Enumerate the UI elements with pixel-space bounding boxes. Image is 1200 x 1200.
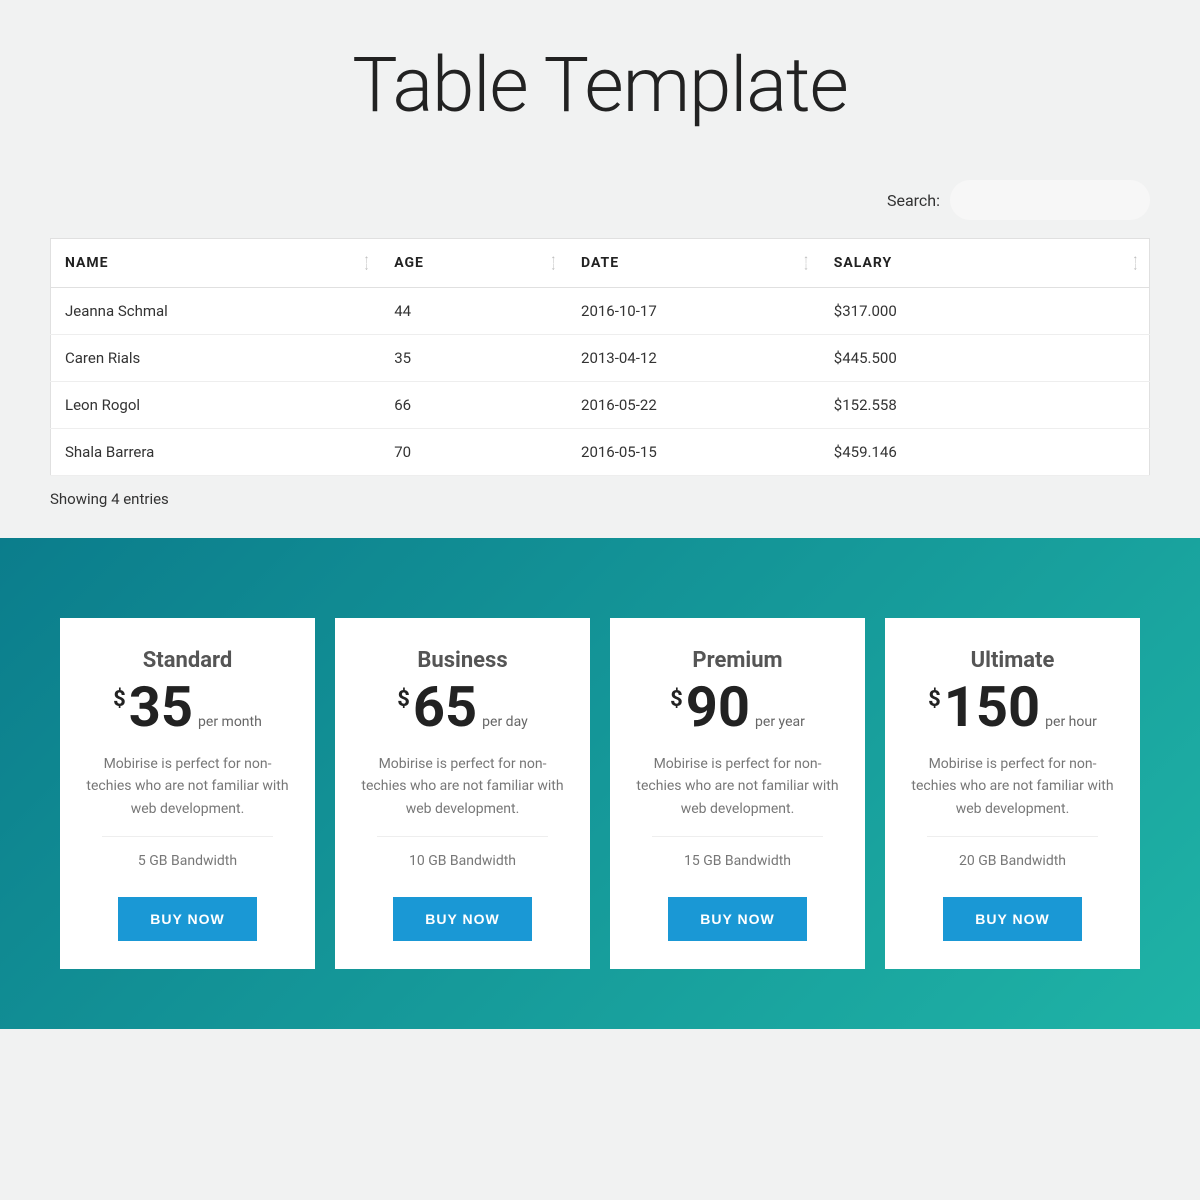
price-row: $ 150 per hour: [907, 679, 1118, 735]
price-row: $ 65 per day: [357, 679, 568, 735]
buy-now-button[interactable]: BUY NOW: [118, 897, 256, 941]
price-value: 35: [129, 679, 193, 735]
divider: [652, 836, 823, 837]
plan-description: Mobirise is perfect for non-techies who …: [82, 753, 293, 820]
cell-name: Shala Barrera: [51, 429, 381, 476]
page-title: Table Template: [50, 40, 1150, 130]
cell-salary: $152.558: [820, 382, 1150, 429]
plan-name: Standard: [82, 648, 293, 673]
price-period: per month: [198, 714, 262, 730]
pricing-card-standard: Standard $ 35 per month Mobirise is perf…: [60, 618, 315, 969]
cell-age: 66: [380, 382, 567, 429]
cell-name: Caren Rials: [51, 335, 381, 382]
data-table: NAME ↑↓ AGE ↑↓ DATE ↑↓ SALARY ↑↓ Jeanna Schm…: [50, 238, 1150, 476]
column-header-date[interactable]: DATE ↑↓: [567, 239, 820, 288]
price-row: $ 35 per month: [82, 679, 293, 735]
search-input[interactable]: [950, 180, 1150, 220]
sort-icon: ↑↓: [803, 256, 810, 269]
plan-bandwidth: 20 GB Bandwidth: [907, 853, 1118, 869]
cell-age: 44: [380, 288, 567, 335]
buy-now-button[interactable]: BUY NOW: [668, 897, 806, 941]
cell-name: Leon Rogol: [51, 382, 381, 429]
currency-symbol: $: [113, 687, 126, 712]
cell-date: 2016-05-22: [567, 382, 820, 429]
divider: [377, 836, 548, 837]
table-header-row: NAME ↑↓ AGE ↑↓ DATE ↑↓ SALARY ↑↓: [51, 239, 1150, 288]
currency-symbol: $: [928, 687, 941, 712]
plan-description: Mobirise is perfect for non-techies who …: [907, 753, 1118, 820]
column-header-age[interactable]: AGE ↑↓: [380, 239, 567, 288]
column-label: SALARY: [834, 255, 892, 271]
currency-symbol: $: [670, 687, 683, 712]
buy-now-button[interactable]: BUY NOW: [943, 897, 1081, 941]
table-row: Shala Barrera 70 2016-05-15 $459.146: [51, 429, 1150, 476]
plan-bandwidth: 10 GB Bandwidth: [357, 853, 568, 869]
table-row: Jeanna Schmal 44 2016-10-17 $317.000: [51, 288, 1150, 335]
sort-icon: ↑↓: [551, 256, 558, 269]
pricing-card-premium: Premium $ 90 per year Mobirise is perfec…: [610, 618, 865, 969]
price-value: 150: [944, 679, 1040, 735]
cell-date: 2016-05-15: [567, 429, 820, 476]
search-row: Search:: [50, 180, 1150, 220]
divider: [927, 836, 1098, 837]
pricing-section: Standard $ 35 per month Mobirise is perf…: [0, 538, 1200, 1029]
price-period: per hour: [1045, 714, 1097, 730]
table-section: Table Template Search: NAME ↑↓ AGE ↑↓ DATE…: [0, 0, 1200, 538]
plan-description: Mobirise is perfect for non-techies who …: [632, 753, 843, 820]
currency-symbol: $: [397, 687, 410, 712]
cell-date: 2013-04-12: [567, 335, 820, 382]
price-value: 90: [686, 679, 750, 735]
cell-date: 2016-10-17: [567, 288, 820, 335]
pricing-card-business: Business $ 65 per day Mobirise is perfec…: [335, 618, 590, 969]
price-period: per day: [482, 714, 528, 730]
plan-description: Mobirise is perfect for non-techies who …: [357, 753, 568, 820]
plan-name: Premium: [632, 648, 843, 673]
pricing-card-ultimate: Ultimate $ 150 per hour Mobirise is perf…: [885, 618, 1140, 969]
divider: [102, 836, 273, 837]
plan-name: Business: [357, 648, 568, 673]
price-period: per year: [755, 714, 805, 730]
cell-salary: $459.146: [820, 429, 1150, 476]
cell-age: 35: [380, 335, 567, 382]
search-label: Search:: [887, 191, 940, 210]
cell-name: Jeanna Schmal: [51, 288, 381, 335]
price-row: $ 90 per year: [632, 679, 843, 735]
column-label: NAME: [65, 255, 109, 271]
plan-bandwidth: 5 GB Bandwidth: [82, 853, 293, 869]
column-label: DATE: [581, 255, 619, 271]
showing-entries: Showing 4 entries: [50, 490, 1150, 508]
column-header-name[interactable]: NAME ↑↓: [51, 239, 381, 288]
table-row: Leon Rogol 66 2016-05-22 $152.558: [51, 382, 1150, 429]
plan-name: Ultimate: [907, 648, 1118, 673]
column-header-salary[interactable]: SALARY ↑↓: [820, 239, 1150, 288]
sort-icon: ↑↓: [364, 256, 371, 269]
cell-age: 70: [380, 429, 567, 476]
sort-icon: ↑↓: [1133, 256, 1140, 269]
column-label: AGE: [394, 255, 424, 271]
table-row: Caren Rials 35 2013-04-12 $445.500: [51, 335, 1150, 382]
price-value: 65: [413, 679, 477, 735]
cell-salary: $317.000: [820, 288, 1150, 335]
cell-salary: $445.500: [820, 335, 1150, 382]
table-body: Jeanna Schmal 44 2016-10-17 $317.000 Car…: [51, 288, 1150, 476]
plan-bandwidth: 15 GB Bandwidth: [632, 853, 843, 869]
buy-now-button[interactable]: BUY NOW: [393, 897, 531, 941]
